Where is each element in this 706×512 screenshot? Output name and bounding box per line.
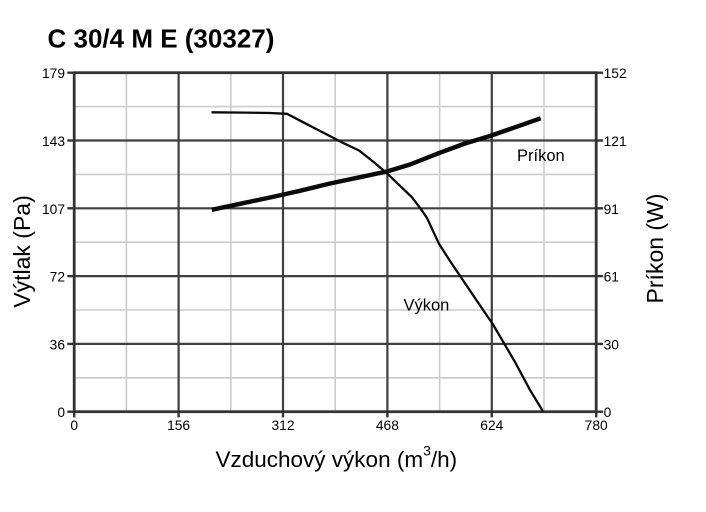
svg-text:61: 61 [604, 270, 619, 285]
svg-text:624: 624 [480, 418, 503, 433]
svg-text:Príkon (W): Príkon (W) [642, 194, 668, 304]
svg-text:Výtlak (Pa): Výtlak (Pa) [9, 195, 35, 307]
svg-text:Príkon: Príkon [517, 147, 565, 165]
svg-text:143: 143 [42, 134, 65, 149]
svg-text:Výkon: Výkon [404, 297, 450, 315]
svg-text:780: 780 [585, 418, 608, 433]
svg-text:0: 0 [604, 405, 612, 420]
svg-text:C 30/4 M E (30327): C 30/4 M E (30327) [48, 23, 275, 53]
svg-text:156: 156 [167, 418, 190, 433]
svg-text:152: 152 [604, 66, 627, 81]
svg-text:179: 179 [42, 66, 65, 81]
svg-text:468: 468 [376, 418, 399, 433]
svg-text:0: 0 [70, 418, 78, 433]
svg-text:Vzduchový výkon (m3/h): Vzduchový výkon (m3/h) [216, 443, 458, 473]
svg-text:72: 72 [50, 270, 65, 285]
svg-text:0: 0 [57, 405, 65, 420]
svg-text:312: 312 [271, 418, 294, 433]
svg-text:36: 36 [50, 337, 66, 352]
svg-text:121: 121 [604, 134, 627, 149]
svg-text:91: 91 [604, 202, 619, 217]
svg-text:107: 107 [42, 202, 65, 217]
svg-text:30: 30 [604, 337, 620, 352]
